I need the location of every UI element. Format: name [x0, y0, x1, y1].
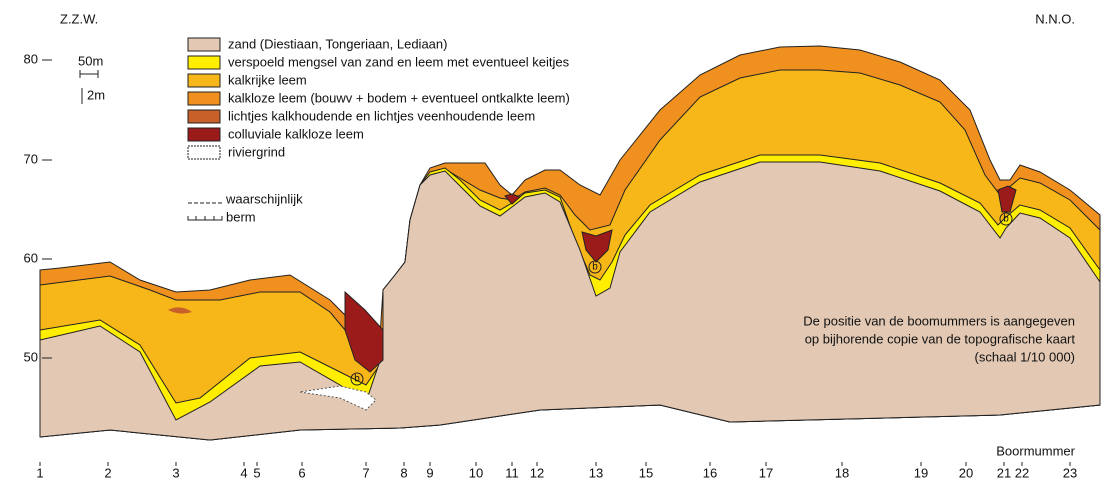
- orientation-right: N.N.O.: [1035, 11, 1075, 26]
- legend-label: kalkrijke leem: [228, 72, 307, 87]
- borehole-label: 20: [959, 465, 973, 480]
- borehole-label: 1: [36, 465, 43, 480]
- legend-label: waarschijnlijk: [225, 191, 303, 206]
- borehole-label: 19: [914, 465, 928, 480]
- legend-label: verspoeld mengsel van zand en leem met e…: [228, 54, 570, 69]
- note: (schaal 1/10 000): [975, 349, 1075, 364]
- borehole-label: 6: [298, 465, 305, 480]
- scale-horizontal: 50m: [78, 53, 103, 68]
- legend-label: kalkloze leem (bouwv + bodem + eventueel…: [228, 90, 570, 105]
- borehole-label: 8: [400, 465, 407, 480]
- legend-label: berm: [226, 209, 256, 224]
- legend-line: [188, 216, 222, 220]
- legend-label: zand (Diestiaan, Tongeriaan, Lediaan): [228, 36, 447, 51]
- borehole-label: 23: [1063, 465, 1077, 480]
- axis-label: 50: [24, 349, 38, 364]
- legend-swatch: [188, 146, 220, 159]
- borehole-label: 16: [703, 465, 717, 480]
- legend-swatch: [188, 38, 220, 51]
- marker: b: [1003, 214, 1009, 225]
- borehole-label: 7: [362, 465, 369, 480]
- scale-vertical: 2m: [87, 87, 105, 102]
- borehole-label: 15: [639, 465, 653, 480]
- borehole-label: 4: [240, 465, 247, 480]
- legend-swatch: [188, 110, 220, 123]
- borehole-label: 21: [997, 465, 1011, 480]
- borehole-label: 13: [589, 465, 603, 480]
- note: De positie van de boomummers is aangegev…: [803, 313, 1075, 328]
- axis-label: 70: [24, 151, 38, 166]
- orientation-left: Z.Z.W.: [60, 11, 98, 26]
- legend-swatch: [188, 74, 220, 87]
- borehole-label: 17: [759, 465, 773, 480]
- legend-label: riviergrind: [228, 144, 285, 159]
- cross-section: 80 70 60 50 Z.Z.W. N.N.O. 50m 2m zand (D…: [0, 0, 1104, 486]
- borehole-label: 3: [172, 465, 179, 480]
- borehole-label: 18: [835, 465, 849, 480]
- legend-swatch: [188, 92, 220, 105]
- borehole-label: 2: [104, 465, 111, 480]
- borehole-label: 9: [426, 465, 433, 480]
- axis-label: 80: [24, 51, 38, 66]
- legend-label: colluviale kalkloze leem: [228, 126, 364, 141]
- axis-label: 60: [24, 250, 38, 265]
- borehole-label: 10: [469, 465, 483, 480]
- marker: b: [354, 374, 360, 385]
- legend-swatch: [188, 56, 220, 69]
- marker: b: [592, 262, 598, 273]
- borehole-label: 22: [1015, 465, 1029, 480]
- legend-label: lichtjes kalkhoudende en lichtjes veenho…: [228, 108, 535, 123]
- legend-swatch: [188, 128, 220, 141]
- borehole-label: 5: [253, 465, 260, 480]
- borehole-label: 12: [530, 465, 544, 480]
- note: op bijhorende copie van de topografische…: [805, 331, 1076, 346]
- borehole-title: Boormummer: [996, 443, 1075, 458]
- borehole-label: 11: [505, 465, 519, 480]
